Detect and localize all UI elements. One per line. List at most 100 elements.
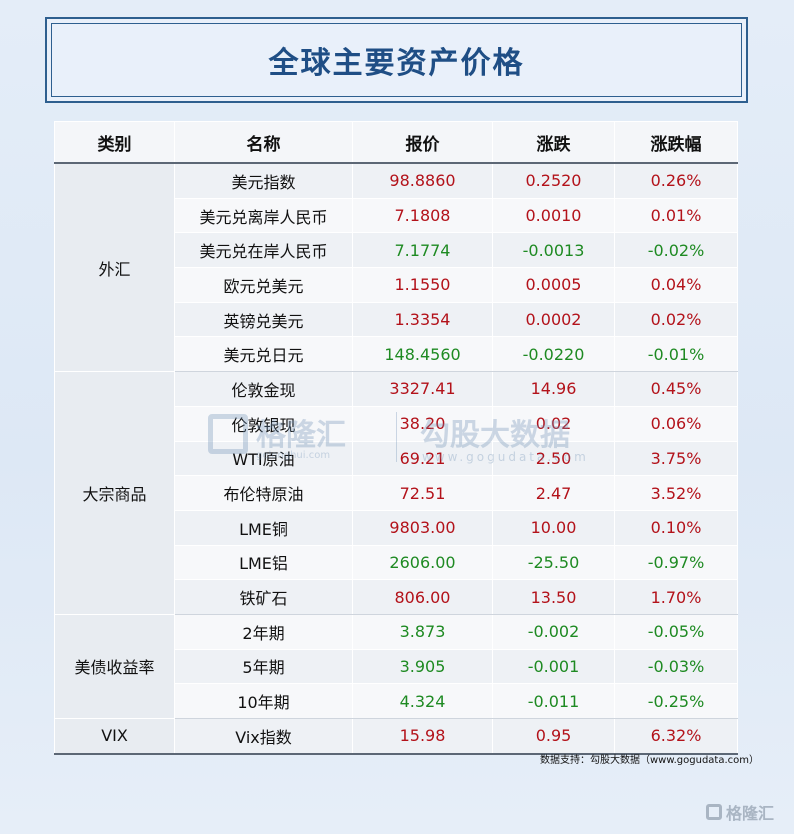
change-cell: -0.002 (492, 613, 615, 650)
title-inner-frame: 全球主要资产价格 (51, 23, 742, 97)
asset-name-cell: 美元兑在岸人民币 (174, 232, 353, 269)
change-cell: -0.0013 (492, 232, 615, 269)
table-header-row: 类别 名称 报价 涨跌 涨跌幅 (54, 121, 738, 164)
change-cell: -0.011 (492, 683, 615, 719)
asset-name-cell: 美元指数 (174, 162, 353, 199)
table-row: 美元兑在岸人民币 7.1774 -0.0013 -0.02% (55, 232, 738, 269)
change-cell: 0.95 (492, 717, 615, 755)
table-row: 5年期 3.905 -0.001 -0.03% (55, 648, 738, 685)
category-cell: 美债收益率 (54, 613, 175, 720)
asset-name-cell: 5年期 (174, 648, 353, 685)
price-cell: 38.20 (352, 405, 493, 442)
asset-name-cell: 铁矿石 (174, 579, 353, 615)
price-cell: 7.1808 (352, 197, 493, 234)
change-pct-cell: -0.25% (614, 683, 738, 719)
price-cell: 15.98 (352, 717, 493, 755)
table-row: 伦敦银现 38.20 0.02 0.06% (55, 405, 738, 442)
logo-text: 格隆汇 (726, 804, 775, 823)
price-cell: 4.324 (352, 683, 493, 719)
change-pct-cell: 0.02% (614, 301, 738, 338)
change-cell: 0.2520 (492, 162, 615, 199)
table-row: 美债收益率 2年期 3.873 -0.002 -0.05% (54, 613, 738, 720)
table-row: 大宗商品 伦敦金现 3327.41 14.96 0.45% (54, 371, 738, 615)
asset-name-cell: 伦敦金现 (174, 371, 353, 407)
price-cell: 3.873 (352, 613, 493, 650)
table-row: VIX Vix指数 15.98 0.95 6.32% (54, 717, 738, 755)
asset-name-cell: 10年期 (174, 683, 353, 719)
price-cell: 3327.41 (352, 371, 493, 407)
table-row: LME铜 9803.00 10.00 0.10% (55, 509, 738, 546)
change-pct-cell: 0.26% (614, 162, 738, 199)
page-title: 全球主要资产价格 (268, 46, 525, 81)
price-cell: 3.905 (352, 648, 493, 685)
asset-name-cell: 布伦特原油 (174, 475, 353, 511)
asset-price-table: 类别 名称 报价 涨跌 涨跌幅 外汇 美元指数 98.8860 0.2520 0.26%… (54, 121, 738, 755)
change-pct-cell: -0.02% (614, 232, 738, 269)
change-cell: 10.00 (492, 509, 615, 546)
title-frame: 全球主要资产价格 (45, 17, 748, 103)
change-cell: -25.50 (492, 544, 615, 581)
table-row: 布伦特原油 72.51 2.47 3.52% (55, 475, 738, 511)
change-pct-cell: -0.01% (614, 336, 738, 373)
asset-name-cell: 美元兑离岸人民币 (174, 197, 353, 234)
asset-name-cell: 美元兑日元 (174, 336, 353, 373)
price-cell: 9803.00 (352, 509, 493, 546)
change-cell: -0.001 (492, 648, 615, 685)
price-cell: 7.1774 (352, 232, 493, 269)
price-cell: 1.3354 (352, 301, 493, 338)
header-price: 报价 (352, 121, 493, 164)
change-cell: 2.50 (492, 440, 615, 477)
logo-icon (706, 804, 722, 820)
table-row: 欧元兑美元 1.1550 0.0005 0.04% (55, 267, 738, 303)
change-pct-cell: 6.32% (614, 717, 738, 755)
asset-name-cell: 英镑兑美元 (174, 301, 353, 338)
change-cell: 2.47 (492, 475, 615, 511)
table-row: WTI原油 69.21 2.50 3.75% (55, 440, 738, 477)
category-cell: VIX (54, 717, 175, 755)
asset-name-cell: 伦敦银现 (174, 405, 353, 442)
data-source-note: 数据支持：勾股大数据（www.gogudata.com） (540, 755, 760, 766)
change-cell: -0.0220 (492, 336, 615, 373)
table-row: 外汇 美元指数 98.8860 0.2520 0.26% (54, 162, 738, 373)
table-row: 铁矿石 806.00 13.50 1.70% (55, 579, 738, 615)
category-cell: 大宗商品 (54, 371, 175, 615)
price-cell: 148.4560 (352, 336, 493, 373)
price-cell: 72.51 (352, 475, 493, 511)
price-cell: 1.1550 (352, 267, 493, 303)
change-pct-cell: 0.10% (614, 509, 738, 546)
price-cell: 69.21 (352, 440, 493, 477)
asset-name-cell: WTI原油 (174, 440, 353, 477)
table-row: LME铝 2606.00 -25.50 -0.97% (55, 544, 738, 581)
change-cell: 13.50 (492, 579, 615, 615)
asset-name-cell: 欧元兑美元 (174, 267, 353, 303)
asset-name-cell: LME铜 (174, 509, 353, 546)
header-name: 名称 (174, 121, 353, 164)
price-cell: 98.8860 (352, 162, 493, 199)
asset-name-cell: 2年期 (174, 613, 353, 650)
change-pct-cell: 3.52% (614, 475, 738, 511)
change-cell: 0.0010 (492, 197, 615, 234)
asset-name-cell: LME铝 (174, 544, 353, 581)
header-change-pct: 涨跌幅 (614, 121, 738, 164)
change-cell: 0.0005 (492, 267, 615, 303)
asset-name-cell: Vix指数 (174, 717, 353, 755)
change-pct-cell: 3.75% (614, 440, 738, 477)
price-cell: 806.00 (352, 579, 493, 615)
header-change: 涨跌 (492, 121, 615, 164)
table-row: 美元兑离岸人民币 7.1808 0.0010 0.01% (55, 197, 738, 234)
price-cell: 2606.00 (352, 544, 493, 581)
change-pct-cell: 0.06% (614, 405, 738, 442)
change-pct-cell: -0.05% (614, 613, 738, 650)
footer-logo: 格隆汇 (706, 800, 774, 824)
change-pct-cell: 0.04% (614, 267, 738, 303)
change-pct-cell: 0.45% (614, 371, 738, 407)
change-pct-cell: -0.03% (614, 648, 738, 685)
table-row: 10年期 4.324 -0.011 -0.25% (55, 683, 738, 719)
table-row: 英镑兑美元 1.3354 0.0002 0.02% (55, 301, 738, 338)
change-pct-cell: 0.01% (614, 197, 738, 234)
change-cell: 0.0002 (492, 301, 615, 338)
change-cell: 0.02 (492, 405, 615, 442)
change-cell: 14.96 (492, 371, 615, 407)
category-cell: 外汇 (54, 162, 175, 373)
change-pct-cell: -0.97% (614, 544, 738, 581)
